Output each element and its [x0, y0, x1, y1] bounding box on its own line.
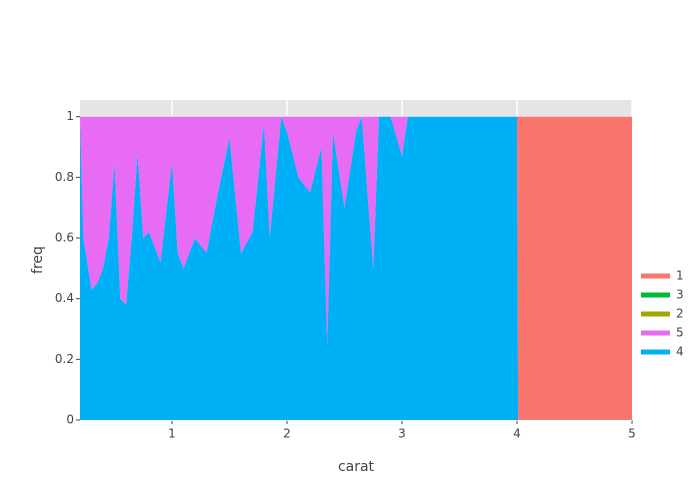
x-tick-label: 5	[628, 427, 636, 441]
x-axis-title: carat	[338, 459, 375, 475]
legend-label: 2	[676, 307, 684, 321]
x-tick-label: 4	[513, 427, 521, 441]
area	[80, 116, 632, 420]
x-tick-label: 3	[398, 427, 406, 441]
y-tick-label: 0.6	[55, 231, 74, 245]
legend-label: 5	[676, 326, 684, 340]
x-tick-label: 1	[168, 427, 176, 441]
y-tick-label: 0.2	[55, 352, 74, 366]
x-tick-label: 2	[283, 427, 291, 441]
y-tick-label: 0	[66, 413, 74, 427]
legend-label: 3	[676, 288, 684, 302]
y-axis-title: freq	[30, 246, 46, 274]
legend-label: 4	[676, 345, 684, 359]
y-tick-label: 0.4	[55, 291, 74, 305]
area	[80, 116, 632, 420]
legend-label: 1	[676, 269, 684, 283]
y-tick-label: 0.8	[55, 170, 74, 184]
y-tick-label: 1	[66, 109, 74, 123]
